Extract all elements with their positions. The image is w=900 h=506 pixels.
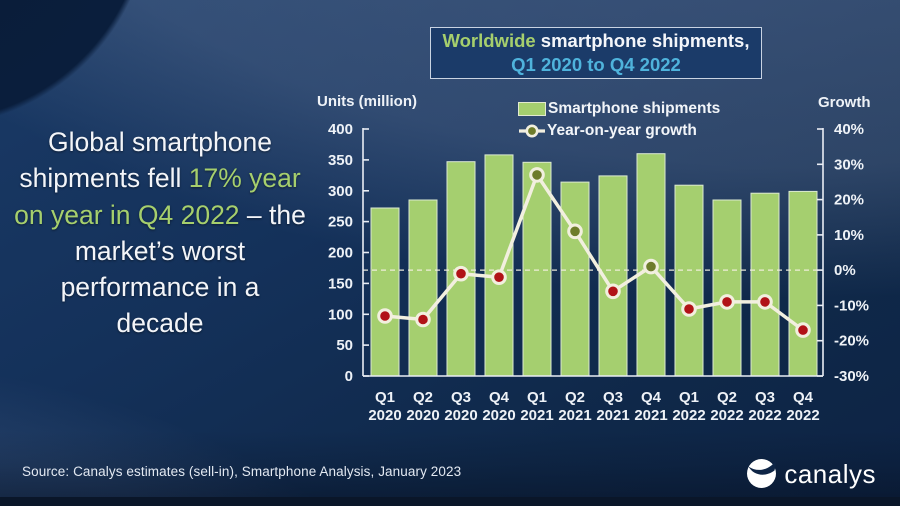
x-label-year-1: 2020 — [406, 407, 439, 424]
x-label-q-10: Q3 — [755, 389, 775, 406]
x-label-year-2: 2020 — [444, 407, 477, 424]
left-tick-300: 300 — [328, 183, 353, 200]
data-point-Q3-2020 — [453, 265, 469, 282]
left-tick-50: 50 — [336, 337, 353, 354]
bar-Q4-2020 — [484, 154, 514, 377]
right-tick-0: 0% — [834, 262, 856, 279]
legend-label-shipments: Smartphone shipments — [548, 100, 721, 117]
bar-Q1-2022 — [674, 184, 704, 377]
left-tick-350: 350 — [328, 152, 353, 169]
right-tick-30: 30% — [834, 156, 864, 173]
right-axis-title: Growth — [818, 94, 871, 111]
right-tick-10: 10% — [834, 227, 864, 244]
bar-series — [370, 153, 818, 377]
chart: 0 50 100 150 200 250 300 350 400 -30% -20% -10% 0% 10… — [328, 121, 869, 424]
bar-Q2-2022 — [712, 199, 742, 377]
left-tick-0: 0 — [345, 368, 353, 385]
x-label-q-4: Q1 — [527, 389, 547, 406]
x-label-year-4: 2021 — [520, 407, 553, 424]
left-axis-title: Units (million) — [317, 93, 417, 110]
x-label-q-11: Q4 — [793, 389, 814, 406]
data-point-Q1-2021 — [529, 167, 545, 183]
bar-Q2-2021 — [560, 181, 590, 377]
headline-highlight: 17% year on year in Q4 2022 — [14, 163, 301, 230]
data-point-Q4-2022 — [795, 322, 811, 338]
headline-text-2: – the market’s worst performance in a de… — [60, 199, 306, 339]
chart-title-line2: Q1 2020 to Q4 2022 — [511, 54, 681, 75]
left-tick-250: 250 — [328, 214, 353, 231]
left-tick-200: 200 — [328, 245, 353, 262]
bar-swatch-icon — [518, 102, 546, 116]
line-marker-icon — [519, 124, 545, 138]
x-label-q-1: Q2 — [413, 389, 433, 406]
x-label-year-3: 2020 — [482, 407, 515, 424]
axes — [362, 128, 824, 377]
chart-title-line1: Worldwide smartphone shipments, — [442, 29, 749, 53]
data-point-Q1-2020 — [377, 308, 393, 324]
x-label-q-8: Q1 — [679, 389, 699, 406]
x-label-year-10: 2022 — [748, 407, 781, 424]
x-label-q-0: Q1 — [375, 389, 395, 406]
right-tick--20: -20% — [834, 333, 869, 350]
bar-Q4-2022 — [788, 190, 818, 377]
bar-Q1-2021 — [522, 161, 552, 377]
bar-Q3-2022 — [750, 192, 780, 377]
legend-label-growth: Year-on-year growth — [547, 122, 697, 139]
bar-Q2-2020 — [408, 199, 438, 377]
x-label-q-2: Q3 — [451, 389, 471, 406]
x-label-q-5: Q2 — [565, 389, 585, 406]
canalys-logo-text: canalys — [784, 458, 876, 489]
x-label-year-9: 2022 — [710, 407, 743, 424]
data-point-Q4-2021 — [643, 258, 659, 275]
canalys-logo-icon — [747, 459, 777, 488]
x-label-year-5: 2021 — [558, 407, 591, 424]
bottom-strip — [0, 497, 900, 506]
source-note: Source: Canalys estimates (sell-in), Sma… — [22, 464, 462, 479]
bar-Q1-2020 — [370, 207, 400, 377]
data-point-Q2-2021 — [567, 223, 583, 240]
data-point-Q3-2022 — [757, 294, 773, 310]
data-point-Q3-2021 — [605, 283, 621, 300]
left-tick-150: 150 — [328, 275, 353, 292]
right-tick--10: -10% — [834, 297, 869, 314]
legend-item-growth: Year-on-year growth — [518, 121, 720, 141]
chart-title-highlight: Worldwide — [442, 29, 536, 51]
left-tick-100: 100 — [328, 306, 353, 323]
x-label-q-7: Q4 — [641, 389, 662, 406]
data-point-Q2-2020 — [415, 311, 431, 328]
x-label-q-9: Q2 — [717, 389, 737, 406]
headline: Global smartphone shipments fell 17% yea… — [14, 124, 306, 342]
chart-title-box: Worldwide smartphone shipments, Q1 2020 … — [430, 27, 762, 79]
x-label-q-3: Q4 — [489, 389, 510, 406]
data-point-Q2-2022 — [719, 294, 735, 310]
x-label-q-6: Q3 — [603, 389, 623, 406]
headline-text-1: Global smartphone shipments fell — [19, 127, 272, 194]
x-label-year-6: 2021 — [596, 407, 629, 424]
x-label-year-8: 2022 — [672, 407, 705, 424]
x-label-year-0: 2020 — [368, 407, 401, 424]
data-point-Q1-2022 — [681, 301, 697, 317]
right-tick--30: -30% — [834, 368, 869, 385]
x-label-year-11: 2022 — [786, 407, 819, 424]
legend-item-shipments: Smartphone shipments — [518, 99, 720, 119]
x-label-year-7: 2021 — [634, 407, 667, 424]
left-tick-400: 400 — [328, 121, 353, 138]
chart-legend: Smartphone shipments Year-on-year growth — [518, 99, 720, 141]
right-tick-20: 20% — [834, 192, 864, 209]
canalys-logo: canalys — [746, 458, 876, 489]
chart-title-rest: smartphone shipments, — [535, 29, 750, 51]
data-point-Q4-2020 — [491, 269, 507, 285]
right-tick-40: 40% — [834, 121, 864, 138]
